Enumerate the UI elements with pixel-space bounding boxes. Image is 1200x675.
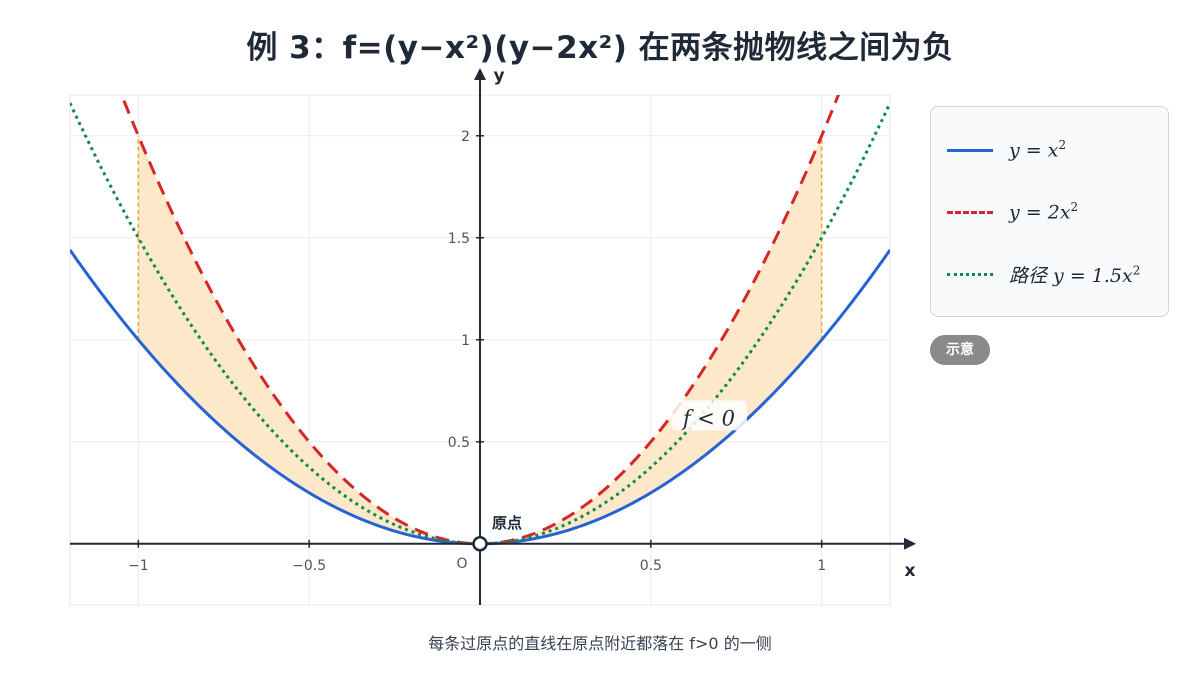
- x-axis-label: x: [905, 561, 916, 581]
- chart-title: 例 3：f=(y−x²)(y−2x²) 在两条抛物线之间为负: [246, 30, 954, 66]
- curve-dotted: [70, 102, 890, 546]
- y-tick-label: 1.5: [448, 231, 470, 247]
- x-tick-label: −0.5: [292, 558, 326, 574]
- region-label: f < 0: [681, 406, 735, 430]
- region-label-box: [670, 400, 747, 431]
- legend-label: y = x2: [1009, 138, 1067, 162]
- x-tick-label: 1: [817, 558, 826, 574]
- annotations-group: f < 0 原点: [472, 400, 747, 552]
- legend-item: y = 2x2: [947, 197, 1078, 227]
- legend-label: y = 2x2: [1009, 200, 1079, 224]
- shaded-region-left: [138, 135, 480, 544]
- y-tick-label: 0.5: [448, 435, 470, 451]
- caption: 每条过原点的直线在原点附近都落在 f>0 的一侧: [428, 634, 772, 653]
- y-tick-label: 1: [461, 333, 470, 349]
- hint-badge: 示意: [930, 335, 990, 365]
- shaded-region-right: [480, 135, 822, 544]
- legend-swatch-dashed: [947, 210, 993, 214]
- origin-point: [472, 536, 488, 552]
- legend-swatch-solid: [947, 148, 993, 152]
- y-axis-label: y: [493, 66, 504, 86]
- legend-item: y = x2: [947, 135, 1066, 165]
- y-tick-label: 2: [461, 129, 470, 145]
- legend: y = x2 y = 2x2 路径 y = 1.5x2: [930, 106, 1169, 317]
- legend-item: 路径 y = 1.5x2: [947, 259, 1140, 289]
- ticks-group: −1 −0.5 0.5 1 0.5 1 1.5 2: [128, 129, 826, 574]
- legend-label: 路径 y = 1.5x2: [1009, 263, 1141, 287]
- origin-label: O: [456, 556, 467, 572]
- legend-swatch-dotted: [947, 272, 993, 276]
- origin-point-label: 原点: [492, 514, 522, 532]
- x-tick-label: 0.5: [640, 558, 662, 574]
- x-tick-label: −1: [128, 558, 149, 574]
